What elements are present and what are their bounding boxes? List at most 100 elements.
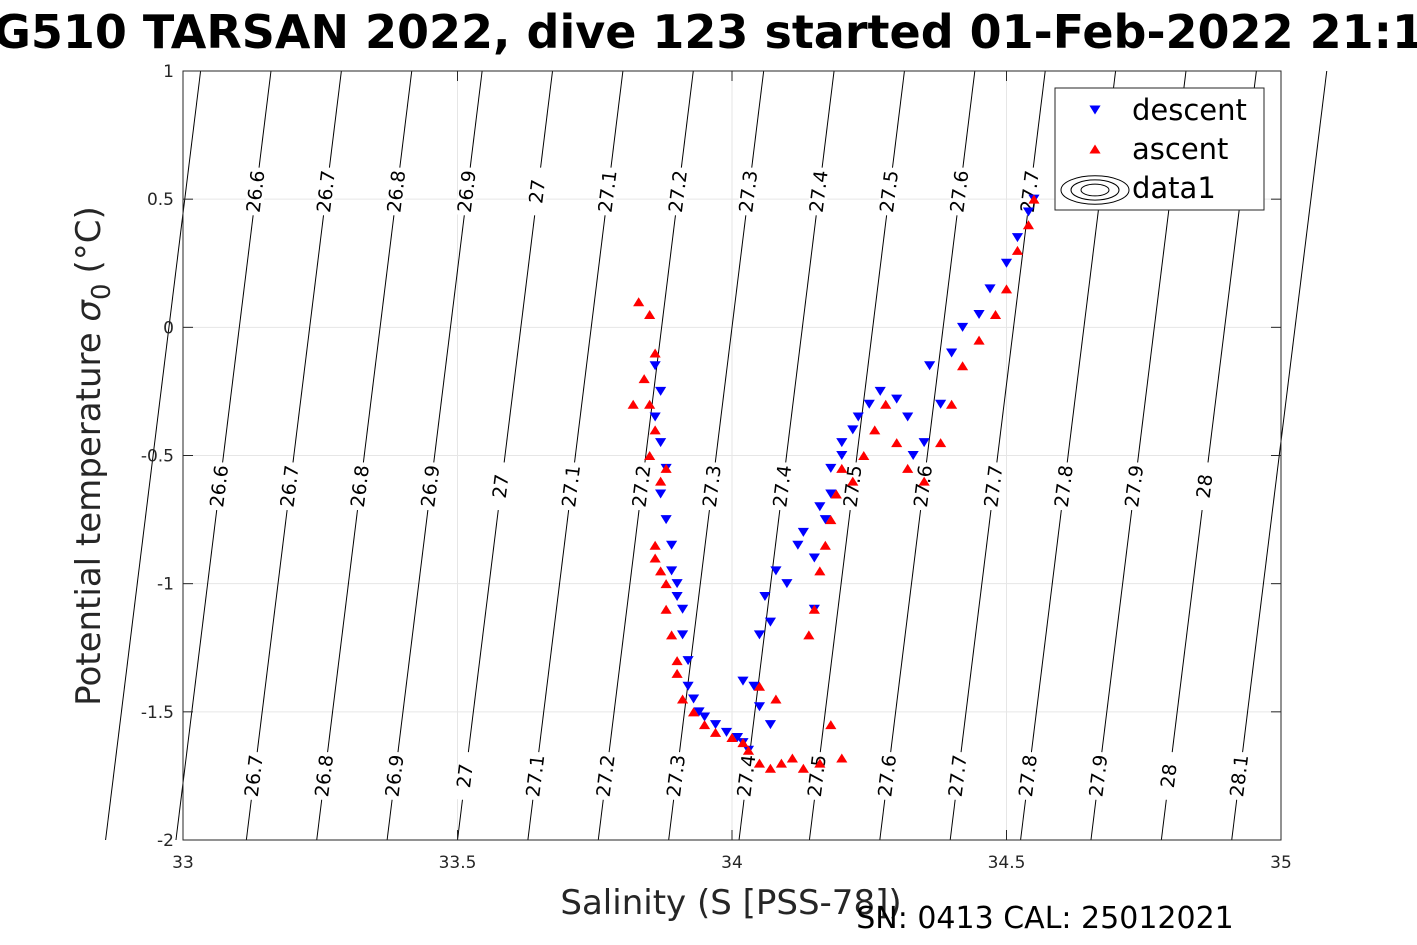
descent-point <box>666 566 678 576</box>
contour-label-gap <box>383 750 407 801</box>
contour-label: 26.6 <box>243 169 270 214</box>
contour-label: 27.5 <box>804 754 831 799</box>
contour-label-gap <box>1087 750 1111 801</box>
descent-point <box>655 386 667 396</box>
density-contour-labels: 26.6 26.7 26.8 26.9 27 27.1 27.2 27.3 27.4 27.5 27… <box>206 166 1253 801</box>
descent-point <box>852 412 864 422</box>
legend-label-descent: descent <box>1132 93 1247 127</box>
contour-label: 27.1 <box>595 169 622 214</box>
contour-label: 27.9 <box>1121 464 1148 509</box>
ascent-point <box>644 451 656 460</box>
contour-label-gap <box>875 750 900 801</box>
contour-label-gap <box>244 166 268 217</box>
ascent-point <box>660 463 672 473</box>
contour-label-gap <box>1122 461 1147 512</box>
contour-label: 27 <box>453 763 478 790</box>
descent-point <box>1022 207 1035 217</box>
ascent-point <box>989 310 1002 320</box>
contour-label: 27.3 <box>663 754 690 799</box>
y-axis-label-subscript: 0 <box>87 283 117 300</box>
contour-label-gap <box>596 166 620 217</box>
y-tick-label: 0 <box>163 318 174 338</box>
ascent-point <box>687 707 700 717</box>
contour-label-gap <box>453 750 478 801</box>
y-tick-label: -1.5 <box>141 703 174 723</box>
legend-label-data1: data1 <box>1132 171 1216 205</box>
contour-label: 27.3 <box>699 464 726 509</box>
ascent-point <box>935 438 947 448</box>
contour-label: 26.6 <box>206 464 233 509</box>
ascent-point <box>627 399 639 409</box>
contour-label-gap <box>911 461 936 512</box>
descent-point <box>819 515 831 525</box>
contour-label-gap <box>1016 750 1041 801</box>
contour-label-gap <box>278 461 302 512</box>
descent-point <box>808 553 820 563</box>
descent-point <box>1011 233 1024 243</box>
descent-point <box>682 681 694 691</box>
contour-label-gap <box>384 166 409 217</box>
descent-point <box>655 489 667 499</box>
contour-label: 27.4 <box>733 754 760 799</box>
ascent-point <box>946 399 958 409</box>
descent-point <box>764 617 777 627</box>
descent-point <box>720 727 733 737</box>
ascent-point <box>825 720 837 730</box>
y-axis-ticks: -2 -1.5 -1 -0.5 0 0.5 1 <box>141 62 1281 851</box>
ascent-point <box>655 476 667 486</box>
contour-label: 26.7 <box>313 169 340 214</box>
contour-label-gap <box>207 461 232 512</box>
contour-label-gap <box>807 166 832 217</box>
ascent-point <box>709 727 722 737</box>
descent-point <box>737 676 749 686</box>
ascent-point <box>1011 245 1024 255</box>
ascent-point <box>764 763 777 773</box>
contour-label: 27.4 <box>769 464 796 509</box>
contour-label: 28 <box>1193 473 1218 500</box>
contour-label-gap <box>1018 166 1043 217</box>
contour-label: 27.8 <box>1051 464 1078 509</box>
y-tick-label: -0.5 <box>141 447 174 467</box>
descent-point <box>649 361 661 371</box>
contour-label-gap <box>348 461 373 512</box>
contour-label-gap <box>664 750 689 801</box>
descent-point <box>946 348 958 358</box>
contour-label-gap <box>770 461 795 512</box>
descent-point <box>836 438 848 448</box>
descent-point <box>682 656 694 666</box>
descent-point <box>753 630 766 640</box>
descent-point <box>907 451 919 460</box>
descent-point <box>797 527 809 537</box>
ascent-point <box>1000 284 1013 294</box>
legend-label-ascent: ascent <box>1132 132 1228 166</box>
contour-label: 26.8 <box>311 754 338 799</box>
ascent-point <box>814 566 826 576</box>
contour-label-gap <box>948 166 972 217</box>
contour-label-gap <box>418 461 443 512</box>
descent-point <box>792 540 804 550</box>
ascent-point <box>836 463 848 473</box>
ascent-point <box>742 745 755 755</box>
ascent-point <box>819 540 831 550</box>
ascent-point <box>858 451 870 460</box>
contour-label-gap <box>242 750 267 801</box>
descent-point <box>973 310 985 320</box>
contour-label-gap <box>946 750 970 801</box>
descent-point <box>693 707 705 717</box>
descent-point <box>649 412 661 422</box>
contour-label-gap <box>1193 461 1217 512</box>
contour-label: 27.4 <box>806 169 833 214</box>
legend-swatch-descent <box>1089 105 1101 115</box>
ascent-point <box>671 668 683 678</box>
descent-point <box>655 438 667 448</box>
contour-label-gap <box>594 750 619 801</box>
contour-label: 27.7 <box>945 754 972 799</box>
descent-point <box>677 604 689 614</box>
contour-label-gap <box>805 750 830 801</box>
contour-label: 28.1 <box>1226 754 1253 799</box>
contour-label: 27.7 <box>1017 169 1044 214</box>
descent-point <box>671 579 683 589</box>
ascent-point <box>1028 194 1040 204</box>
contour-label-gap <box>841 461 866 512</box>
contour-label: 27.3 <box>735 169 762 214</box>
